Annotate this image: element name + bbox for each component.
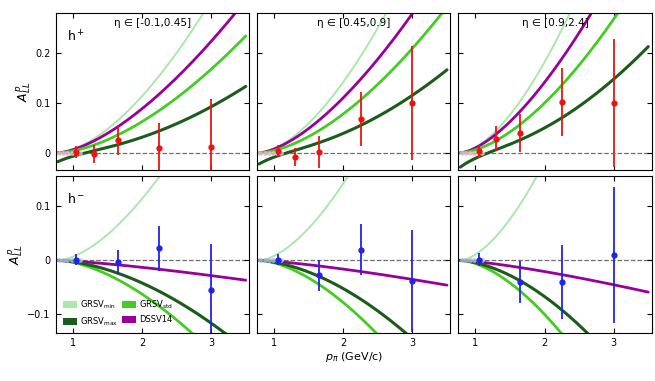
Text: η ∈ [-0.1,0.45]: η ∈ [-0.1,0.45] [114, 18, 191, 28]
Text: η ∈ [0.9,2.4]: η ∈ [0.9,2.4] [521, 18, 588, 28]
Text: η ∈ [0.45,0.9]: η ∈ [0.45,0.9] [317, 18, 390, 28]
Text: h$^+$: h$^+$ [67, 29, 85, 44]
Legend: GRSV$_{\mathregular{min}}$, GRSV$_{\mathregular{max}}$, GRSV$_{\mathregular{std}: GRSV$_{\mathregular{min}}$, GRSV$_{\math… [62, 297, 175, 329]
X-axis label: $p_{\pi}$ (GeV/c): $p_{\pi}$ (GeV/c) [324, 350, 383, 363]
Y-axis label: $A_{LL}^p$: $A_{LL}^p$ [15, 82, 34, 102]
Y-axis label: $A_{LL}^p$: $A_{LL}^p$ [7, 245, 26, 265]
Text: h$^-$: h$^-$ [67, 192, 85, 206]
